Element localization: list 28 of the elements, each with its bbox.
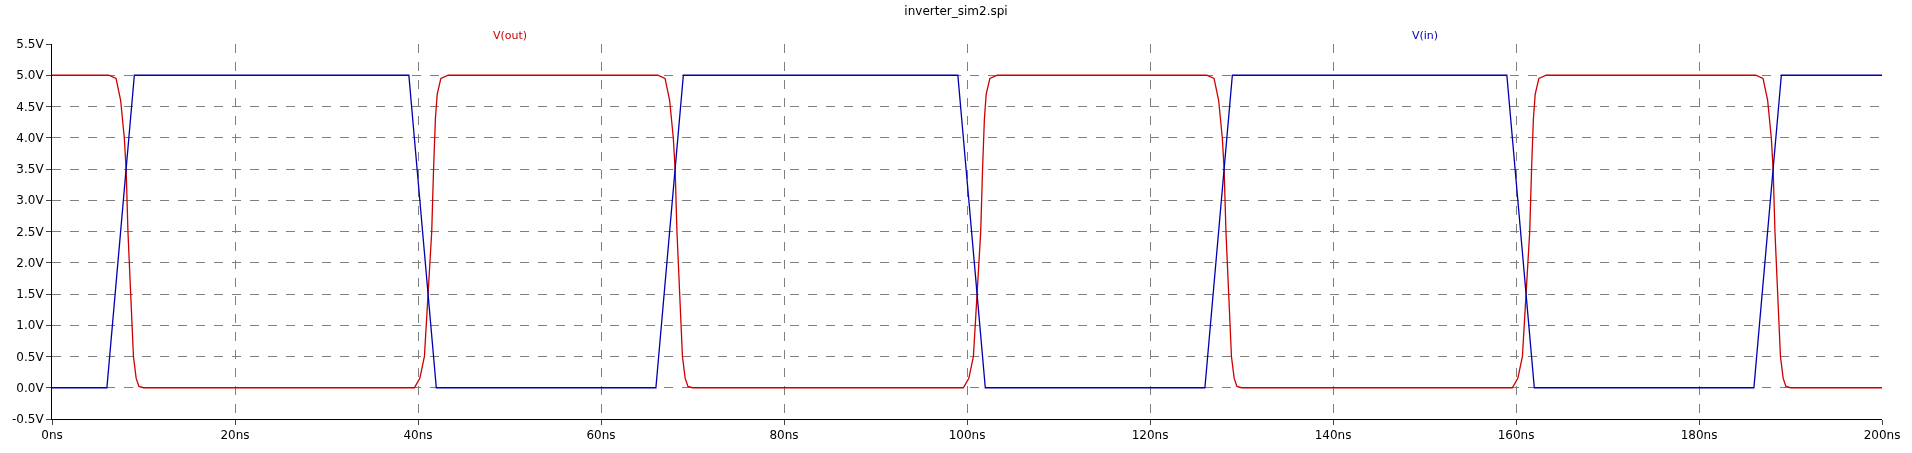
y-tick-label: 2.0V <box>16 255 45 270</box>
y-tick-label: 1.0V <box>16 318 45 333</box>
x-tick-label: 100ns <box>948 428 986 443</box>
x-tick-label: 120ns <box>1131 428 1169 443</box>
x-tick-label: 180ns <box>1680 428 1718 443</box>
chart-title: inverter_sim2.spi <box>904 4 1008 19</box>
y-tick-label: 5.0V <box>16 68 45 83</box>
x-tick-label: 140ns <box>1314 428 1352 443</box>
x-tick-label: 0ns <box>41 428 63 443</box>
x-tick-label: 20ns <box>220 428 250 443</box>
y-tick-label: 0.0V <box>16 380 45 395</box>
text: V(out) <box>493 29 528 42</box>
x-tick-label: 80ns <box>769 428 799 443</box>
line-series <box>52 74 1882 389</box>
text: V(in) <box>1412 29 1439 42</box>
y-tick-label: 3.5V <box>16 162 45 177</box>
y-tick-label: 5.5V <box>16 37 45 52</box>
y-tick-label: 4.5V <box>16 99 45 114</box>
y-tick-label: 3.0V <box>16 193 45 208</box>
x-tick-label: 40ns <box>403 428 433 443</box>
y-tick-label: 4.0V <box>16 130 45 145</box>
y-tick-label: 1.5V <box>16 287 45 302</box>
x-tick-label: 200ns <box>1863 428 1901 443</box>
x-tick-label: 160ns <box>1497 428 1535 443</box>
y-tick-label: 2.5V <box>16 224 45 239</box>
y-tick-label: -0.5V <box>11 412 45 427</box>
y-tick-label: 0.5V <box>16 349 45 364</box>
x-tick-label: 60ns <box>586 428 616 443</box>
